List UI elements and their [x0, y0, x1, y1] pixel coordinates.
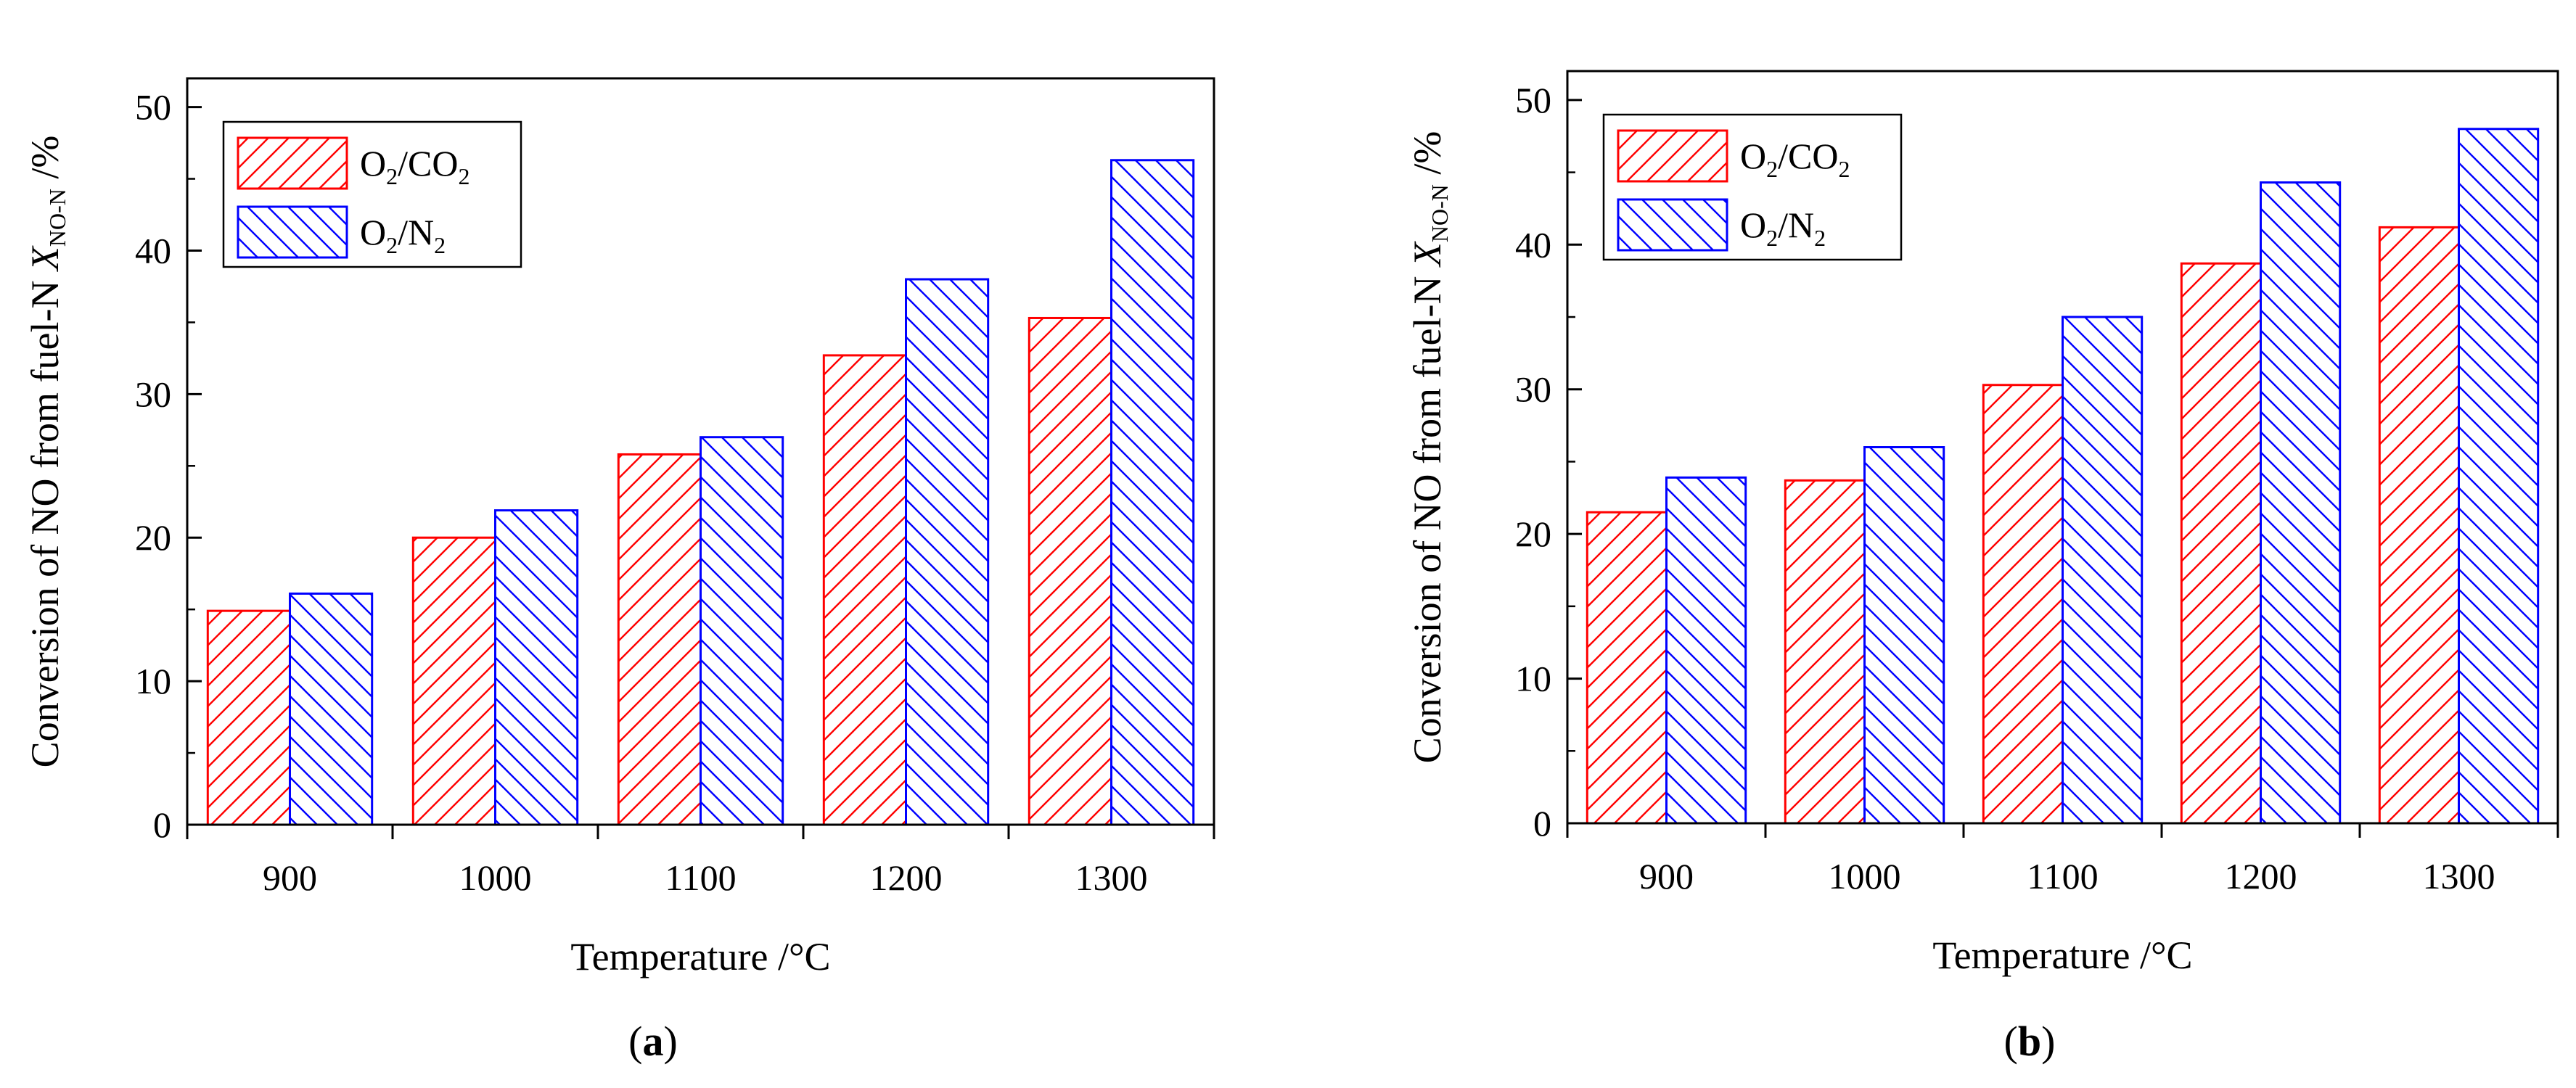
- y-axis-title-main: Conversion of NO from fuel-N: [1406, 266, 1449, 763]
- y-tick-label: 40: [135, 230, 171, 271]
- bar-o2-n2-1300: [1110, 159, 1195, 826]
- y-axis-title-unit: /%: [23, 136, 67, 189]
- bar-o2-co2-1000: [1784, 479, 1866, 825]
- bar-o2-co2-900: [1586, 511, 1668, 825]
- bar-o2-n2-1000: [1863, 446, 1945, 825]
- panel-caption: (a): [628, 1018, 678, 1065]
- y-tick-label: 30: [135, 374, 171, 414]
- chart-panel-a: 0 10 20 30 40 50 900 1000 1100 1200 1300 Temperatur…: [23, 77, 1215, 1065]
- y-tick-label: 40: [1515, 224, 1551, 265]
- bar-o2-co2-1200: [2180, 262, 2263, 825]
- y-axis-title: Conversion of NO from fuel-N XNO-N /%: [23, 136, 70, 768]
- bar-o2-co2-1200: [822, 354, 908, 826]
- y-tick-label: 10: [1515, 659, 1551, 699]
- y-tick-label: 0: [1533, 803, 1551, 844]
- panel-caption: (b): [2004, 1018, 2056, 1065]
- bar-o2-n2-1000: [494, 509, 579, 826]
- y-tick-label: 20: [135, 517, 171, 558]
- legend-label-o2-co2: O2/CO2: [1740, 136, 1850, 182]
- y-axis-title-var: X: [1406, 241, 1449, 268]
- y-tick-label: 30: [1515, 369, 1551, 410]
- x-tick-label-1200: 1200: [2225, 856, 2297, 897]
- bar-o2-co2-1000: [411, 536, 496, 826]
- y-axis-title-sub: NO-N: [1427, 184, 1453, 242]
- x-tick-label-1100: 1100: [2027, 856, 2098, 897]
- bar-o2-co2-1100: [617, 453, 702, 826]
- y-axis-title: Conversion of NO from fuel-N XNO-N /%: [1406, 131, 1453, 764]
- x-tick-label-1100: 1100: [665, 857, 736, 898]
- y-tick-label: 50: [135, 87, 171, 128]
- y-axis-title-unit: /%: [1406, 131, 1449, 185]
- legend-label-o2-co2: O2/CO2: [360, 143, 469, 189]
- legend-label-o2-n2: O2/N2: [360, 212, 446, 258]
- x-axis-title: Temperature /°C: [570, 935, 830, 978]
- y-tick-label: 50: [1515, 80, 1551, 120]
- bar-o2-n2-900: [289, 592, 374, 826]
- x-axis-title: Temperature /°C: [1932, 934, 2192, 977]
- x-tick-label-900: 900: [1639, 856, 1694, 897]
- plot-frame: [1566, 70, 2559, 825]
- legend-label-o2-n2: O2/N2: [1740, 205, 1826, 251]
- plot-frame: [186, 77, 1215, 826]
- y-axis-title-sub: NO-N: [44, 189, 70, 247]
- legend-swatch-o2-co2: [237, 136, 348, 190]
- bar-o2-n2-900: [1665, 476, 1747, 825]
- bar-o2-co2-1300: [2378, 226, 2461, 825]
- bar-o2-n2-1200: [2260, 181, 2342, 825]
- bar-o2-n2-1100: [700, 436, 784, 826]
- legend-swatch-o2-n2: [1617, 198, 1728, 252]
- bar-o2-n2-1200: [905, 278, 990, 826]
- bar-o2-n2-1300: [2458, 128, 2540, 825]
- legend-swatch-o2-n2: [237, 205, 348, 259]
- bar-o2-co2-900: [206, 609, 291, 826]
- y-tick-label: 20: [1515, 514, 1551, 554]
- chart-panel-b: 0 10 20 30 40 50 900 1000 1100 1200 1300 Temperatur…: [1406, 70, 2559, 1065]
- x-tick-label-1000: 1000: [459, 857, 532, 898]
- bar-o2-co2-1100: [1982, 384, 2064, 825]
- bar-o2-co2-1300: [1027, 316, 1113, 826]
- legend-swatch-o2-co2: [1617, 129, 1728, 183]
- x-tick-label-900: 900: [263, 857, 317, 898]
- bar-o2-n2-1100: [2062, 316, 2144, 825]
- x-tick-label-1200: 1200: [870, 857, 943, 898]
- y-tick-label: 0: [153, 804, 171, 845]
- x-tick-label-1300: 1300: [2423, 856, 2495, 897]
- y-axis-title-var: X: [23, 245, 67, 272]
- y-axis-title-main: Conversion of NO from fuel-N: [23, 271, 67, 767]
- x-tick-label-1300: 1300: [1075, 857, 1148, 898]
- x-tick-label-1000: 1000: [1829, 856, 1901, 897]
- y-tick-label: 10: [135, 661, 171, 701]
